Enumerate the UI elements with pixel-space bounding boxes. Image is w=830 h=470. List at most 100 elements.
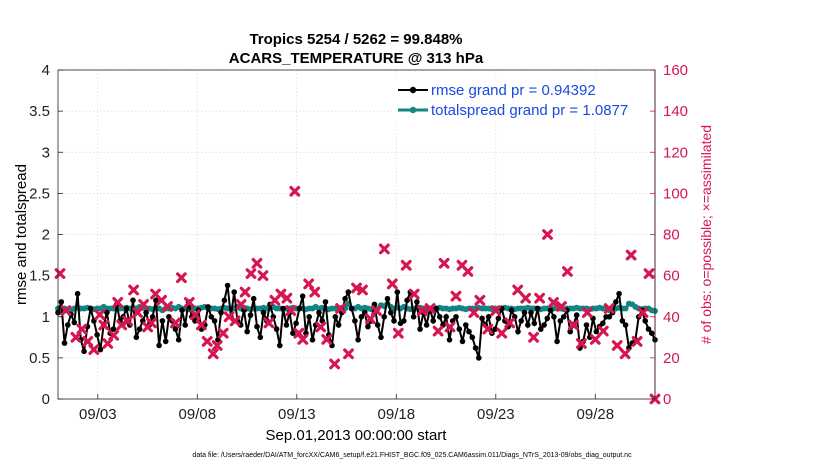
y-tick-label-right: 60 <box>663 268 680 285</box>
rmse-point <box>257 334 264 341</box>
obs-assimilated-point <box>289 185 301 197</box>
obs-assimilated-point <box>321 334 333 345</box>
obs-assimilated-point <box>462 266 474 277</box>
obs-assimilated-point <box>162 301 173 312</box>
rmse-point <box>273 326 280 332</box>
rmse-point <box>316 309 322 316</box>
obs-assimilated-point <box>603 303 615 314</box>
obs-assimilated-point <box>94 309 106 321</box>
rmse-point <box>296 305 303 312</box>
rmse-point <box>342 295 348 302</box>
rmse-point <box>153 297 159 304</box>
obs-assimilated-point <box>70 331 82 343</box>
obs-assimilated-series <box>54 185 655 370</box>
rmse-point <box>573 312 580 318</box>
obs-assimilated-point <box>474 294 486 306</box>
rmse-point <box>365 323 371 330</box>
obs-assimilated-point <box>263 317 275 329</box>
obs-assimilated-point <box>619 348 631 360</box>
y-tick-label-right: 100 <box>663 185 688 202</box>
obs-assimilated-point <box>235 299 247 310</box>
rmse-point <box>388 309 394 316</box>
obs-assimilated-point <box>297 334 309 345</box>
rmse-point <box>218 309 224 316</box>
obs-assimilated-point <box>534 292 545 304</box>
rmse-point <box>309 337 316 343</box>
rmse-point <box>110 326 117 332</box>
obs-assimilated-point <box>589 334 601 345</box>
rmse-point <box>485 314 492 320</box>
rmse-point <box>538 326 544 332</box>
obs-assimilated-point <box>108 329 120 341</box>
rmse-point <box>221 297 228 304</box>
title-block: Tropics 5254 / 5262 = 99.848% ACARS_TEMP… <box>229 31 484 67</box>
y-tick-label-left: 3 <box>42 144 50 161</box>
rmse-point <box>306 314 313 320</box>
rmse-point <box>508 307 515 314</box>
obs-assimilated-point <box>542 229 553 240</box>
rmse-point <box>162 338 169 345</box>
obs-assimilated-point <box>189 309 201 321</box>
obs-assimilated-point <box>548 297 559 308</box>
rmse-point <box>414 299 420 305</box>
rmse-point <box>65 322 71 328</box>
obs-assimilated-point <box>335 303 346 314</box>
obs-assimilated-point <box>520 292 531 304</box>
rmse-point <box>642 318 648 324</box>
obs-assimilated-point <box>528 331 539 343</box>
obs-assimilated-point <box>576 338 587 349</box>
legend-label-rmse: rmse grand pr = 0.94392 <box>431 82 596 99</box>
rmse-point <box>81 348 87 355</box>
rmse-point <box>182 322 188 328</box>
rmse-point <box>224 282 231 289</box>
rmse-point <box>391 318 397 324</box>
rmse-point <box>613 299 619 305</box>
y-tick-label-left: 2 <box>42 227 50 244</box>
y-tick-label-left: 3.5 <box>29 103 50 120</box>
chart-title: Tropics 5254 / 5262 = 99.848% <box>249 31 462 48</box>
rmse-point <box>381 314 388 320</box>
rmse-point <box>205 304 211 310</box>
obs-assimilated-point <box>54 268 66 279</box>
rmse-point <box>71 319 78 326</box>
rmse-point <box>453 314 459 320</box>
obs-assimilated-point <box>132 307 143 318</box>
rmse-point <box>645 326 652 332</box>
y-tick-label-left: 1 <box>42 309 50 326</box>
obs-assimilated-point <box>217 327 229 339</box>
obs-assimilated-point <box>201 336 213 347</box>
rmse-point <box>394 289 401 295</box>
rmse-point <box>463 322 469 328</box>
rmse-point <box>290 330 296 337</box>
rmse-point <box>430 318 437 324</box>
rmse-point <box>479 315 485 322</box>
obs-assimilated-point <box>207 348 219 360</box>
y-tick-label-right: 80 <box>663 227 680 244</box>
rmse-point <box>374 322 381 328</box>
obs-assimilated-point <box>138 299 149 310</box>
rmse-point <box>283 322 290 328</box>
rmse-point <box>417 326 423 332</box>
rmse-point <box>211 318 218 324</box>
y-tick-label-right: 160 <box>663 62 688 79</box>
obs-assimilated-point <box>482 323 494 335</box>
rmse-point <box>97 346 104 353</box>
rmse-point <box>551 314 557 320</box>
legend-label-totalspread: totalspread grand pr = 1.0877 <box>431 102 628 119</box>
rmse-point <box>560 314 567 320</box>
obs-assimilated-point <box>556 301 567 312</box>
rmse-point <box>130 297 136 304</box>
rmse-point <box>433 305 440 312</box>
rmse-point <box>322 299 329 305</box>
rmse-point <box>423 322 430 328</box>
rmse-point <box>355 337 361 343</box>
obs-assimilated-point <box>309 286 321 298</box>
obs-assimilated-point <box>303 278 315 290</box>
obs-assimilated-point <box>392 327 404 339</box>
rmse-point <box>260 309 267 316</box>
obs-assimilated-point <box>450 290 462 302</box>
obs-assimilated-point <box>315 321 327 333</box>
obs-assimilated-point <box>76 323 88 335</box>
obs-assimilated-point <box>562 266 573 277</box>
rmse-point <box>469 334 476 341</box>
